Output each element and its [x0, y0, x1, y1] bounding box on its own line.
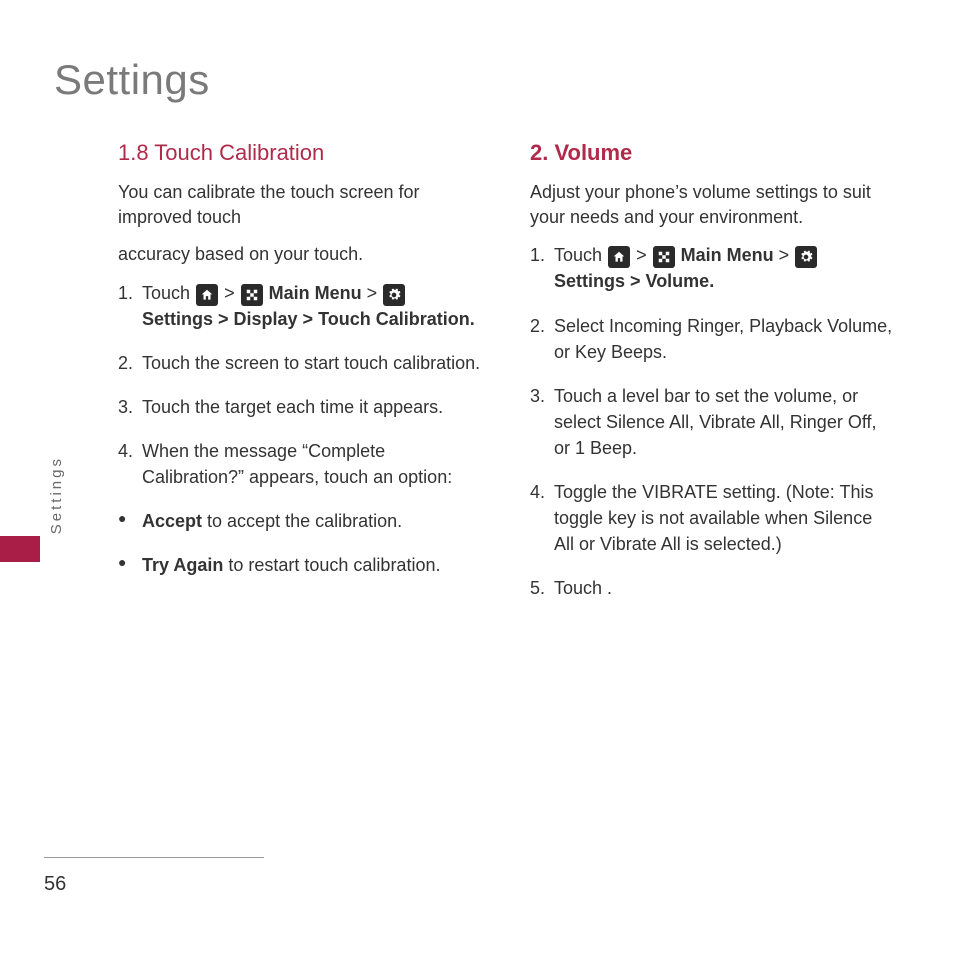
vstep-3: Touch a level bar to set the volume, or … — [530, 383, 894, 461]
grid-icon — [241, 284, 263, 306]
vstep-1: Touch > Main Menu > Settings > Volume. — [530, 242, 894, 294]
vstep-4: Toggle the VIBRATE setting. (Note: This … — [530, 479, 894, 557]
heading-touch-calibration: 1.8 Touch Calibration — [118, 140, 482, 166]
grid-icon — [653, 246, 675, 268]
left-column: 1.8 Touch Calibration You can calibrate … — [118, 140, 482, 619]
calibration-steps: Touch > Main Menu > Settings > Display >… — [118, 280, 482, 491]
vstep1-pre: Touch — [554, 245, 607, 265]
step1-pre: Touch — [142, 283, 195, 303]
option-try-again: Try Again to restart touch calibration. — [118, 552, 482, 578]
accept-rest: to accept the calibration. — [202, 511, 402, 531]
accept-label: Accept — [142, 511, 202, 531]
step-1: Touch > Main Menu > Settings > Display >… — [118, 280, 482, 332]
intro-para-2: accuracy based on your touch. — [118, 242, 482, 267]
gear-icon — [383, 284, 405, 306]
option-accept: Accept to accept the calibration. — [118, 508, 482, 534]
step-4: When the message “Complete Calibration?”… — [118, 438, 482, 490]
vstep-5: Touch . — [530, 575, 894, 601]
vstep1-path: Settings > Volume. — [554, 271, 714, 291]
step-3: Touch the target each time it appears. — [118, 394, 482, 420]
page-number: 56 — [44, 873, 66, 896]
vstep-2: Select Incoming Ringer, Playback Volume,… — [530, 313, 894, 365]
volume-steps: Touch > Main Menu > Settings > Volume. S… — [530, 242, 894, 601]
home-icon — [196, 284, 218, 306]
volume-intro: Adjust your phone’s volume settings to s… — [530, 180, 894, 230]
gt-2: > — [367, 283, 378, 303]
footer-rule — [44, 857, 264, 858]
calibration-options: Accept to accept the calibration. Try Ag… — [118, 508, 482, 578]
tryagain-label: Try Again — [142, 555, 223, 575]
gt-1: > — [224, 283, 235, 303]
home-icon — [608, 246, 630, 268]
content-columns: 1.8 Touch Calibration You can calibrate … — [118, 140, 894, 619]
vstep1-main-menu: Main Menu — [681, 245, 779, 265]
heading-volume: 2. Volume — [530, 140, 894, 166]
side-tab-label: Settings — [48, 456, 65, 534]
step-2: Touch the screen to start touch calibrat… — [118, 350, 482, 376]
gear-icon — [795, 246, 817, 268]
side-accent-bar — [0, 536, 40, 562]
vgt-2: > — [779, 245, 790, 265]
step1-path: Settings > Display > Touch Calibration. — [142, 309, 475, 329]
tryagain-rest: to restart touch calibration. — [223, 555, 440, 575]
intro-para-1: You can calibrate the touch screen for i… — [118, 180, 482, 230]
right-column: 2. Volume Adjust your phone’s volume set… — [530, 140, 894, 619]
vgt-1: > — [636, 245, 647, 265]
step1-main-menu: Main Menu — [269, 283, 367, 303]
page-title: Settings — [54, 56, 210, 104]
